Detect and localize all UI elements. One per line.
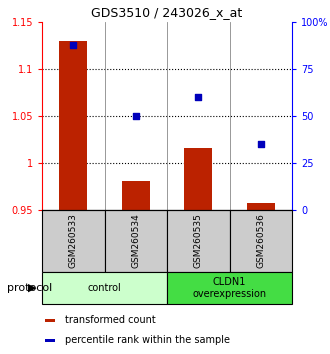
Bar: [42, 210, 105, 272]
Text: transformed count: transformed count: [65, 315, 155, 325]
Bar: [45, 319, 55, 321]
Text: protocol: protocol: [7, 283, 52, 293]
Bar: [247, 204, 275, 210]
Text: percentile rank within the sample: percentile rank within the sample: [65, 335, 230, 345]
Point: [258, 141, 263, 147]
Text: CLDN1
overexpression: CLDN1 overexpression: [192, 277, 267, 299]
Bar: [105, 210, 167, 272]
Point: [71, 42, 76, 47]
Text: ▶: ▶: [28, 283, 36, 293]
Bar: [167, 272, 292, 304]
Bar: [184, 148, 212, 210]
Bar: [229, 210, 292, 272]
Bar: [122, 181, 150, 210]
Text: GSM260536: GSM260536: [256, 213, 265, 268]
Text: GSM260534: GSM260534: [131, 213, 140, 268]
Bar: [167, 210, 229, 272]
Title: GDS3510 / 243026_x_at: GDS3510 / 243026_x_at: [91, 6, 243, 19]
Text: GSM260535: GSM260535: [194, 213, 203, 268]
Text: control: control: [88, 283, 121, 293]
Bar: [42, 272, 167, 304]
Point: [133, 113, 138, 119]
Bar: [59, 41, 87, 210]
Text: GSM260533: GSM260533: [69, 213, 78, 268]
Point: [196, 95, 201, 100]
Bar: [45, 338, 55, 342]
